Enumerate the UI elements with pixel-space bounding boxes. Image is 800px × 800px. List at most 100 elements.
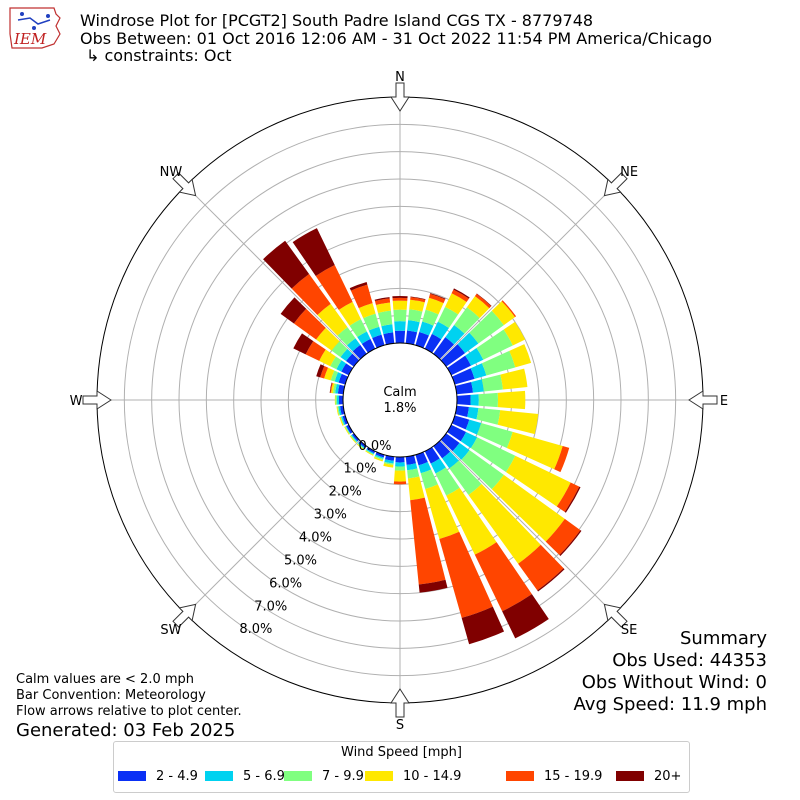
flow-arrow-W bbox=[82, 390, 112, 410]
legend-swatch bbox=[365, 771, 393, 781]
bar-dir-180-bin-2 bbox=[395, 462, 405, 467]
bar-dir-340-bin-4 bbox=[358, 303, 376, 319]
bar-dir-10-bin-1 bbox=[405, 330, 418, 345]
grid-spoke-7 bbox=[185, 185, 361, 361]
legend-item-bin-1: 2 - 4.9 bbox=[118, 768, 198, 784]
legend-label: 10 - 14.9 bbox=[403, 768, 462, 784]
bar-dir-230-bin-2 bbox=[351, 434, 358, 443]
bar-dir-40-bin-3 bbox=[454, 307, 480, 334]
legend-label: 2 - 4.9 bbox=[156, 768, 198, 784]
bar-dir-20-bin-1 bbox=[415, 332, 429, 349]
bar-dir-160-bin-6 bbox=[461, 606, 505, 645]
bar-dir-10-bin-6 bbox=[410, 296, 426, 300]
radial-tick-label: 2.0% bbox=[329, 485, 362, 500]
compass-label-S: S bbox=[396, 718, 404, 733]
bar-dir-50-bin-3 bbox=[469, 310, 504, 344]
bar-dir-80-bin-1 bbox=[455, 381, 474, 395]
bar-dir-50-bin-2 bbox=[457, 332, 479, 354]
bar-dir-330-bin-1 bbox=[361, 338, 376, 353]
bar-dir-250-bin-1 bbox=[342, 415, 349, 425]
bar-dir-180-bin-3 bbox=[394, 466, 406, 471]
bar-dir-170-bin-1 bbox=[405, 455, 416, 465]
bar-dir-70-bin-2 bbox=[470, 363, 487, 379]
bar-dir-0-bin-3 bbox=[393, 309, 407, 322]
bar-dir-80-bin-2 bbox=[471, 379, 484, 393]
bar-dir-330-bin-6 bbox=[292, 228, 335, 276]
bar-dir-110-bin-2 bbox=[465, 419, 482, 435]
bar-dir-160-bin-4 bbox=[425, 484, 460, 540]
bar-dir-230-bin-4 bbox=[349, 435, 357, 444]
bar-dir-210-bin-1 bbox=[366, 447, 376, 454]
bar-dir-100-bin-1 bbox=[455, 405, 469, 417]
bar-dir-120-bin-3 bbox=[470, 437, 516, 472]
bar-dir-130-bin-6 bbox=[559, 530, 582, 556]
bar-dir-270-bin-1 bbox=[338, 395, 344, 405]
bar-dir-300-bin-4 bbox=[319, 349, 336, 367]
compass-label-SE: SE bbox=[621, 623, 637, 638]
radial-tick-label: 1.0% bbox=[344, 462, 377, 477]
bar-dir-160-bin-2 bbox=[418, 461, 432, 474]
bar-dir-120-bin-4 bbox=[505, 455, 571, 507]
bar-dir-20-bin-2 bbox=[419, 321, 434, 336]
bar-dir-320-bin-4 bbox=[317, 303, 348, 336]
bar-dir-350-bin-2 bbox=[381, 324, 394, 335]
bar-dir-30-bin-2 bbox=[431, 321, 449, 340]
bar-dir-130-bin-5 bbox=[545, 518, 581, 556]
bar-dir-60-bin-4 bbox=[503, 321, 526, 346]
legend: Wind Speed [mph] 2 - 4.9 5 - 6.9 7 - 9.9… bbox=[113, 741, 690, 793]
bar-dir-150-bin-2 bbox=[430, 458, 446, 474]
bar-dir-90-bin-2 bbox=[470, 394, 479, 406]
bar-dir-340-bin-3 bbox=[363, 313, 380, 331]
bar-dir-150-bin-1 bbox=[424, 447, 440, 464]
bar-dir-330-bin-2 bbox=[357, 331, 371, 344]
radial-tick-label: 3.0% bbox=[314, 508, 347, 523]
bar-dir-340-bin-6 bbox=[349, 282, 368, 291]
bar-dir-200-bin-2 bbox=[374, 454, 384, 459]
bar-dir-40-bin-6 bbox=[476, 293, 492, 307]
radial-tick-label: 6.0% bbox=[269, 576, 302, 591]
bar-dir-110-bin-3 bbox=[476, 422, 513, 449]
bar-dir-320-bin-1 bbox=[352, 344, 367, 360]
legend-item-bin-4: 10 - 14.9 bbox=[365, 768, 461, 784]
bar-dir-290-bin-3 bbox=[330, 370, 339, 382]
compass-label-SW: SW bbox=[160, 623, 181, 638]
bar-dir-90-bin-3 bbox=[478, 392, 498, 408]
bar-dir-290-bin-5 bbox=[320, 365, 329, 379]
calm-value: 1.8% bbox=[383, 401, 416, 416]
bar-dir-50-bin-5 bbox=[501, 300, 517, 318]
bar-dir-100-bin-2 bbox=[467, 407, 479, 420]
bar-dir-90-bin-4 bbox=[497, 390, 526, 410]
bar-dir-310-bin-2 bbox=[340, 348, 353, 362]
bar-dir-130-bin-3 bbox=[461, 450, 504, 490]
flow-arrow-N bbox=[390, 82, 410, 112]
bar-dir-280-bin-4 bbox=[331, 383, 335, 394]
bar-dir-240-bin-4 bbox=[344, 426, 350, 435]
flow-arrow-SW bbox=[172, 603, 197, 628]
legend-swatch bbox=[616, 771, 644, 781]
flow-arrow-SE bbox=[603, 603, 628, 628]
bar-dir-100-bin-4 bbox=[497, 410, 539, 435]
bar-dir-330-bin-3 bbox=[349, 319, 367, 338]
flow-arrow-S bbox=[390, 688, 410, 718]
bar-dir-310-bin-6 bbox=[280, 297, 307, 324]
bar-dir-70-bin-4 bbox=[509, 344, 532, 368]
bar-dir-170-bin-5 bbox=[410, 497, 446, 585]
bar-dir-70-bin-1 bbox=[451, 368, 475, 385]
bar-dir-340-bin-1 bbox=[372, 334, 385, 349]
bar-dir-100-bin-3 bbox=[476, 407, 501, 425]
bar-dir-90-bin-1 bbox=[456, 394, 471, 406]
bar-dir-320-bin-3 bbox=[337, 327, 356, 346]
bar-dir-140-bin-4 bbox=[468, 483, 541, 564]
bar-dir-180-bin-1 bbox=[395, 456, 405, 463]
legend-item-bin-2: 5 - 6.9 bbox=[205, 768, 285, 784]
radial-tick-label: 0.0% bbox=[358, 439, 391, 454]
chart-title-constraints: ↳ constraints: Oct bbox=[86, 46, 232, 65]
bar-dir-340-bin-5 bbox=[350, 284, 373, 309]
bar-dir-10-bin-4 bbox=[409, 299, 425, 312]
bar-dir-200-bin-3 bbox=[374, 455, 384, 461]
bar-dir-180-bin-5 bbox=[393, 481, 407, 485]
summary-avg-speed: Avg Speed: 11.9 mph bbox=[573, 694, 767, 715]
compass-label-NE: NE bbox=[620, 165, 638, 180]
bar-dir-10-bin-3 bbox=[408, 309, 423, 323]
